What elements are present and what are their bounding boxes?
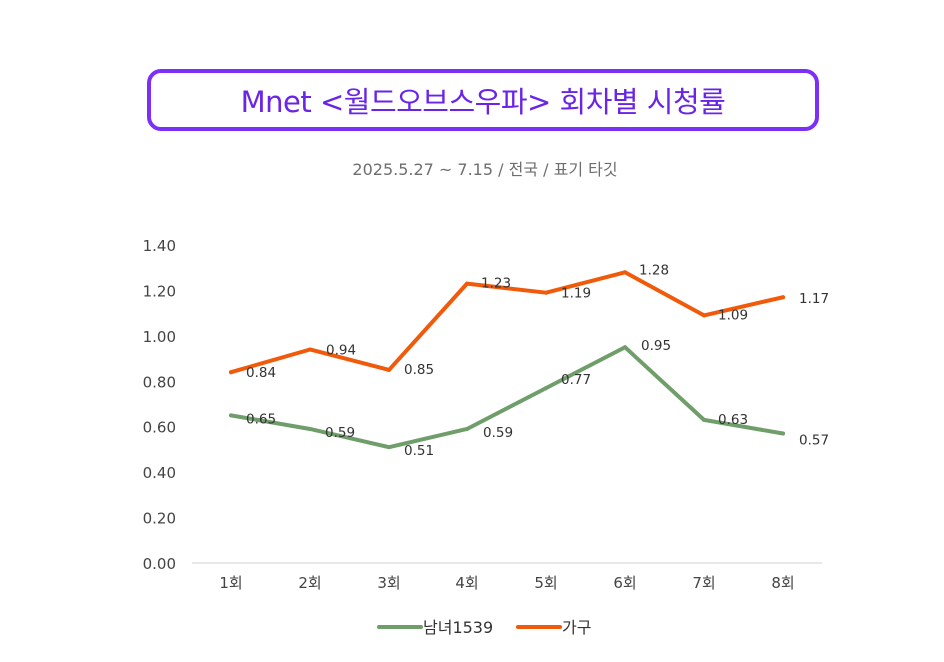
y-tick-label: 1.20 (143, 282, 176, 300)
y-tick-label: 0.60 (143, 419, 176, 437)
data-point (702, 417, 706, 422)
series-line-1 (229, 270, 785, 375)
data-point (229, 413, 233, 418)
data-point (623, 270, 627, 275)
data-point (544, 386, 548, 391)
y-tick-label: 0.80 (143, 373, 176, 391)
x-tick-label: 3회 (377, 574, 400, 592)
data-point (308, 347, 312, 352)
data-point (387, 445, 391, 450)
data-label: 0.77 (561, 372, 591, 388)
data-label: 0.51 (404, 443, 434, 459)
data-label: 0.84 (246, 365, 276, 381)
x-tick-label: 4회 (455, 574, 478, 592)
data-point (465, 426, 469, 431)
x-tick-label: 1회 (219, 574, 242, 592)
chart-title-box: Mnet <월드오브스우파> 회차별 시청률 (147, 69, 819, 131)
data-label: 0.63 (718, 412, 748, 428)
data-point (308, 426, 312, 431)
data-label: 0.85 (404, 362, 434, 378)
x-tick-label: 7회 (692, 574, 715, 592)
legend-label: 가구 (562, 618, 591, 637)
legend-label: 남녀1539 (423, 618, 493, 637)
data-point (781, 431, 785, 436)
data-label: 0.65 (246, 411, 276, 427)
y-tick-label: 1.40 (143, 237, 176, 255)
series-line-0 (229, 345, 785, 450)
data-label: 0.95 (641, 338, 671, 354)
data-point (465, 281, 469, 286)
x-tick-label: 8회 (771, 574, 794, 592)
y-tick-label: 0.20 (143, 510, 176, 528)
data-label: 0.94 (326, 342, 356, 358)
data-point (229, 370, 233, 375)
chart-subtitle: 2025.5.27 ~ 7.15 / 전국 / 표기 타깃 (352, 160, 618, 179)
y-tick-label: 0.40 (143, 464, 176, 482)
data-point (781, 295, 785, 300)
x-tick-label: 2회 (298, 574, 321, 592)
data-label: 1.09 (718, 307, 748, 323)
y-tick-label: 0.00 (143, 555, 176, 573)
data-label: 0.57 (799, 433, 829, 449)
data-label: 1.19 (561, 286, 591, 302)
data-point (623, 345, 627, 350)
data-point (387, 367, 391, 372)
data-label: 0.59 (483, 425, 513, 441)
data-point (702, 313, 706, 318)
data-label: 0.59 (325, 425, 355, 441)
data-label: 1.28 (639, 262, 669, 278)
data-label: 1.17 (799, 291, 829, 307)
data-point (544, 290, 548, 295)
y-tick-label: 1.00 (143, 328, 176, 346)
chart-title: Mnet <월드오브스우파> 회차별 시청률 (240, 85, 726, 119)
x-tick-label: 5회 (534, 574, 557, 592)
x-tick-label: 6회 (613, 574, 636, 592)
data-label: 1.23 (481, 276, 511, 292)
